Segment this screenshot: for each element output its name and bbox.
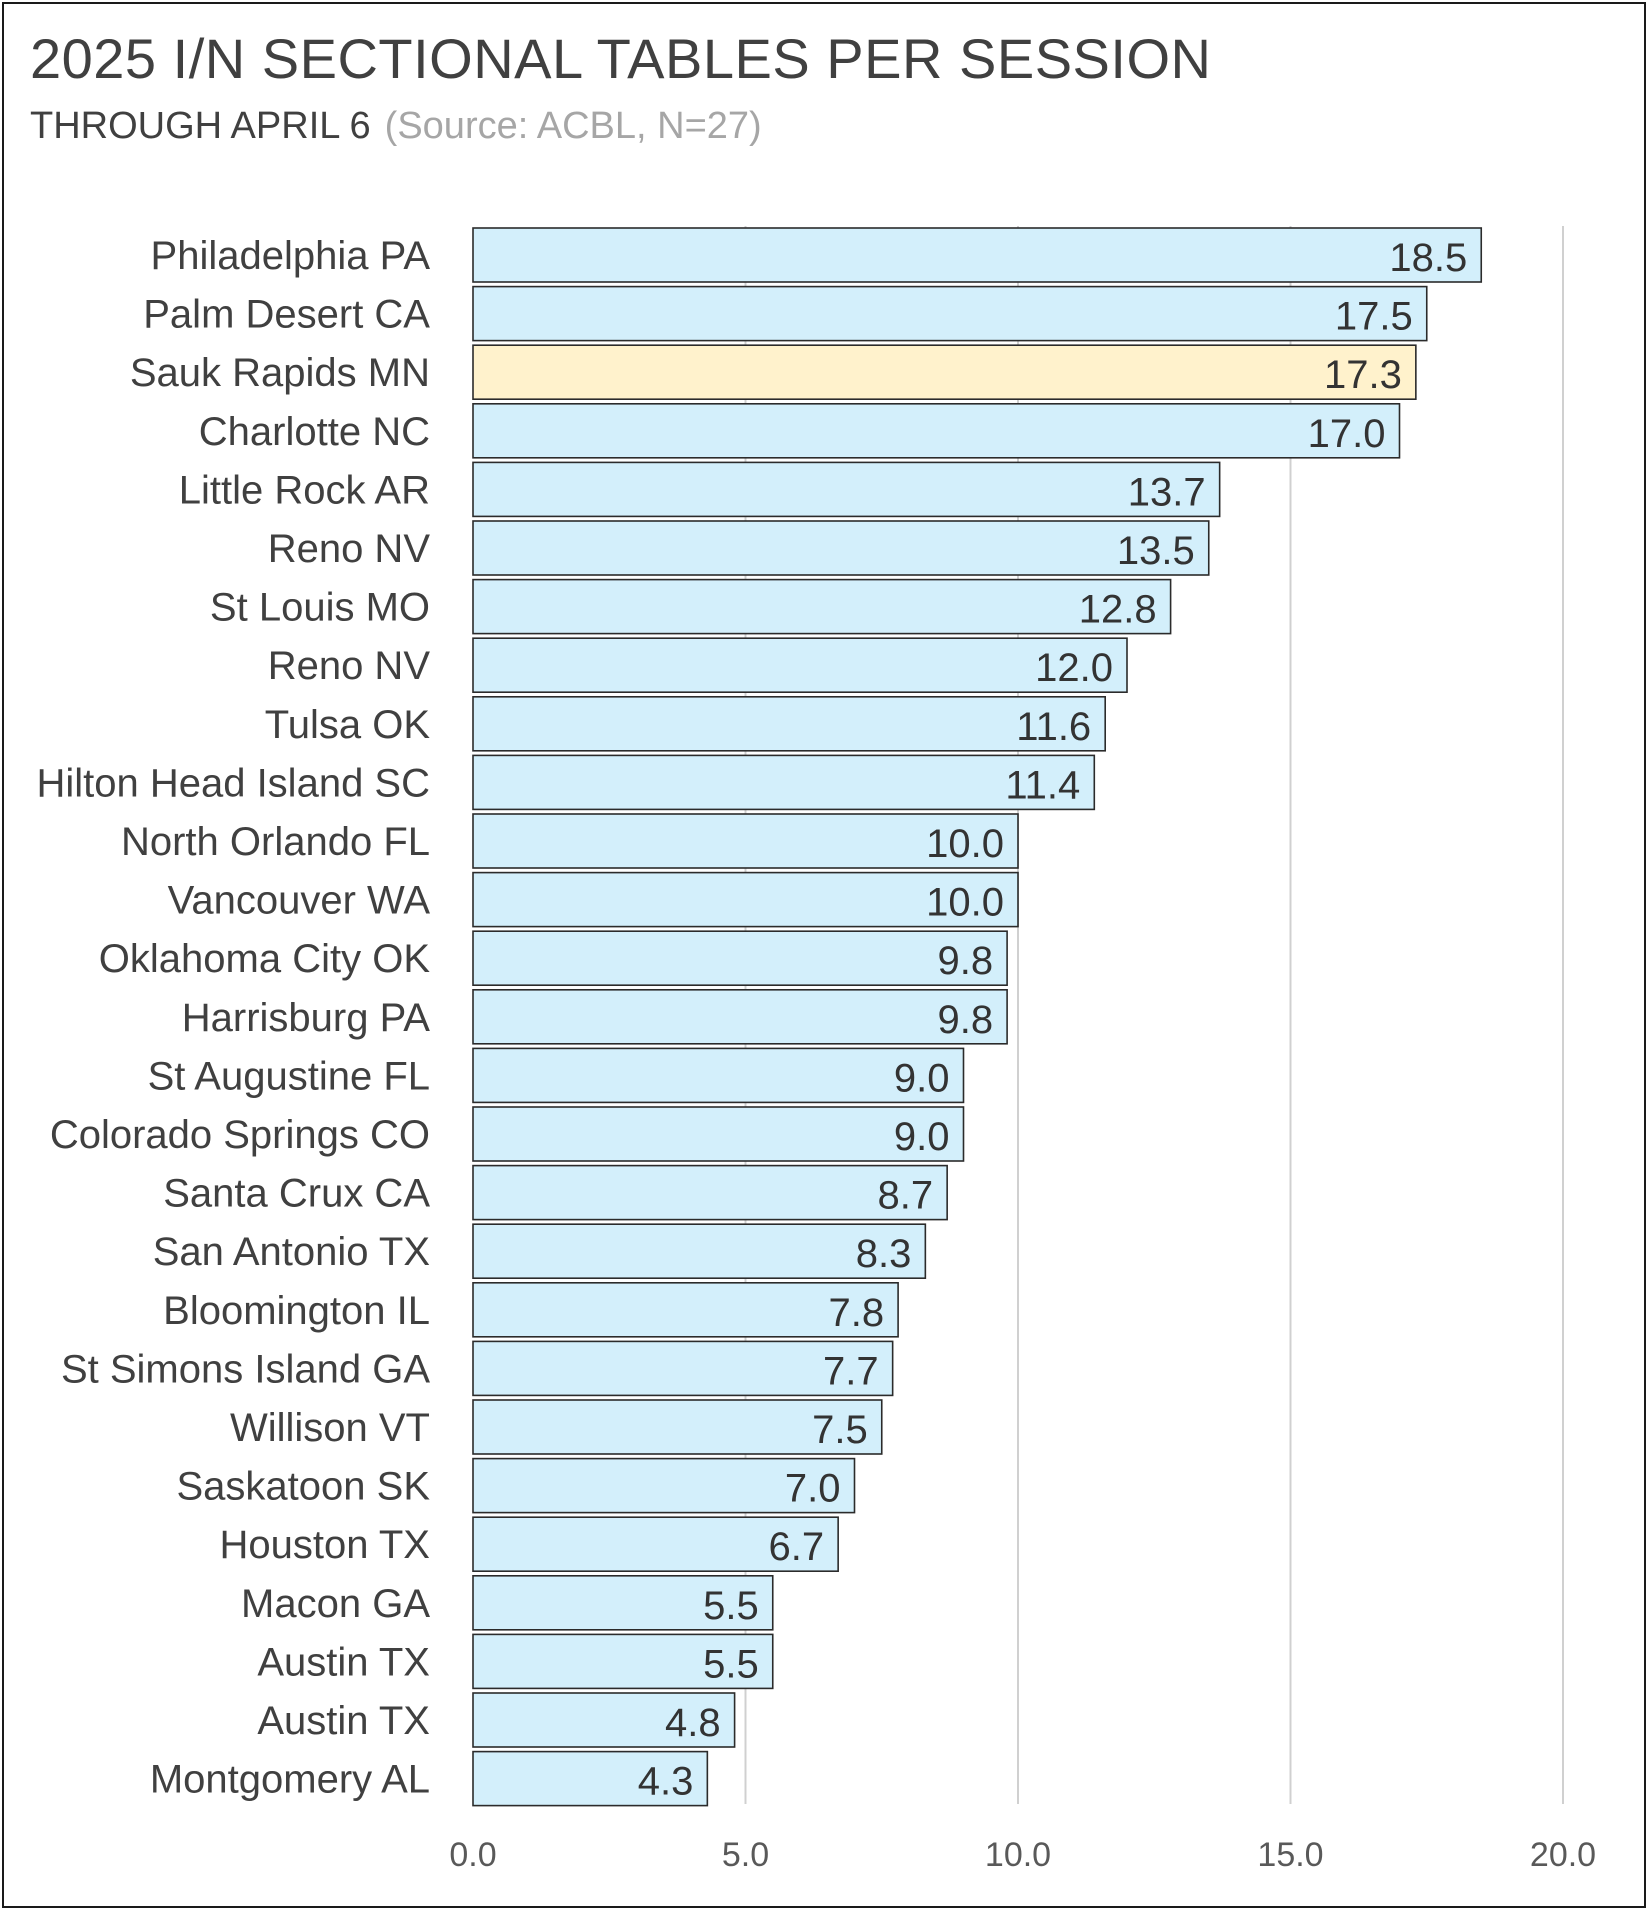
data-label: 5.5	[703, 1584, 759, 1628]
chart-subtitle-line: THROUGH APRIL 6 (Source: ACBL, N=27)	[30, 105, 762, 148]
data-label: 7.7	[823, 1349, 879, 1393]
category-label: Palm Desert CA	[143, 293, 430, 337]
category-label: Houston TX	[220, 1523, 431, 1567]
bar	[472, 1633, 774, 1690]
bar	[472, 1340, 894, 1397]
bar	[472, 1164, 948, 1221]
category-label: Sauk Rapids MN	[130, 351, 430, 395]
data-label: 11.4	[1005, 763, 1080, 807]
bar	[472, 520, 1210, 576]
data-label: 17.5	[1335, 295, 1413, 339]
bar	[472, 1399, 883, 1455]
data-label: 5.5	[703, 1642, 759, 1686]
data-label: 12.8	[1079, 588, 1157, 632]
x-tick-label: 0.0	[449, 1836, 496, 1874]
data-label: 8.3	[856, 1232, 912, 1276]
data-label: 10.0	[926, 881, 1004, 925]
category-label: Philadelphia PA	[151, 234, 431, 278]
category-label: Tulsa OK	[265, 703, 431, 747]
category-label: Little Rock AR	[179, 468, 430, 512]
category-label: Macon GA	[241, 1582, 430, 1626]
category-label: Austin TX	[257, 1640, 430, 1684]
bar	[472, 871, 1019, 928]
category-label: Harrisburg PA	[182, 996, 431, 1040]
category-label: Colorado Springs CO	[50, 1113, 430, 1157]
data-label: 17.3	[1324, 353, 1402, 397]
data-label: 7.0	[785, 1467, 841, 1511]
x-tick-label: 10.0	[985, 1836, 1051, 1874]
x-tick-label: 20.0	[1530, 1836, 1596, 1874]
category-label: Reno NV	[268, 527, 431, 571]
data-label: 8.7	[878, 1174, 934, 1218]
chart-source-note: (Source: ACBL, N=27)	[384, 105, 762, 147]
bar	[472, 402, 1401, 459]
data-label: 9.8	[937, 998, 993, 1042]
bar	[472, 1575, 774, 1631]
category-label: Hilton Head Island SC	[36, 761, 430, 805]
bars	[472, 227, 1483, 1807]
bar	[472, 988, 1008, 1045]
bar	[472, 1457, 856, 1514]
data-label: 7.8	[828, 1291, 884, 1335]
data-label: 7.5	[812, 1408, 868, 1452]
category-label: Willison VT	[230, 1406, 430, 1450]
data-label: 9.0	[894, 1056, 950, 1100]
data-label: 9.8	[937, 939, 993, 983]
data-label: 13.7	[1128, 470, 1206, 514]
category-label: Bloomington IL	[163, 1289, 430, 1333]
data-label: 12.0	[1035, 646, 1113, 690]
bar-highlighted	[472, 344, 1417, 401]
category-label: Montgomery AL	[150, 1758, 430, 1802]
bar	[472, 461, 1221, 518]
x-axis-ticks: 0.0 5.0 10.0 15.0 20.0	[449, 1836, 1596, 1874]
bar	[472, 1692, 736, 1748]
bar	[472, 1282, 899, 1338]
category-label: Saskatoon SK	[177, 1465, 431, 1509]
category-label: Vancouver WA	[168, 879, 431, 923]
bar	[472, 1750, 709, 1807]
chart-title: 2025 I/N SECTIONAL TABLES PER SESSION	[30, 27, 1212, 90]
data-label: 9.0	[894, 1115, 950, 1159]
bar	[472, 1047, 965, 1104]
bar	[472, 754, 1096, 811]
category-label: St Simons Island GA	[61, 1347, 430, 1391]
data-label: 18.5	[1389, 236, 1467, 280]
bar	[472, 813, 1019, 869]
data-label: 10.0	[926, 822, 1004, 866]
bar	[472, 285, 1428, 342]
category-label: St Augustine FL	[148, 1054, 430, 1098]
bar	[472, 1516, 839, 1572]
data-label: 11.6	[1016, 705, 1091, 749]
x-tick-label: 15.0	[1257, 1836, 1323, 1874]
bar	[472, 930, 1008, 987]
category-label: North Orlando FL	[121, 820, 430, 864]
bar	[472, 637, 1128, 694]
category-label: St Louis MO	[210, 586, 430, 630]
chart-subtitle: THROUGH APRIL 6	[30, 105, 371, 147]
bar	[472, 1223, 927, 1279]
bar	[472, 1106, 965, 1162]
category-label: Santa Crux CA	[163, 1172, 430, 1216]
bar	[472, 695, 1107, 752]
category-label: San Antonio TX	[153, 1230, 430, 1274]
bar	[472, 578, 1172, 635]
x-tick-label: 5.0	[722, 1836, 769, 1874]
category-label: Reno NV	[268, 644, 431, 688]
data-label: 4.3	[638, 1760, 694, 1804]
data-label: 13.5	[1117, 529, 1195, 573]
labels: Philadelphia PA 18.5 Palm Desert CA 17.5 Sau…	[36, 234, 1467, 1804]
bar	[472, 227, 1483, 283]
category-label: Charlotte NC	[199, 410, 430, 454]
category-label: Oklahoma City OK	[99, 937, 431, 981]
category-label: Austin TX	[257, 1699, 430, 1743]
data-label: 17.0	[1308, 412, 1386, 456]
data-label: 4.8	[665, 1701, 721, 1745]
data-label: 6.7	[769, 1525, 825, 1569]
